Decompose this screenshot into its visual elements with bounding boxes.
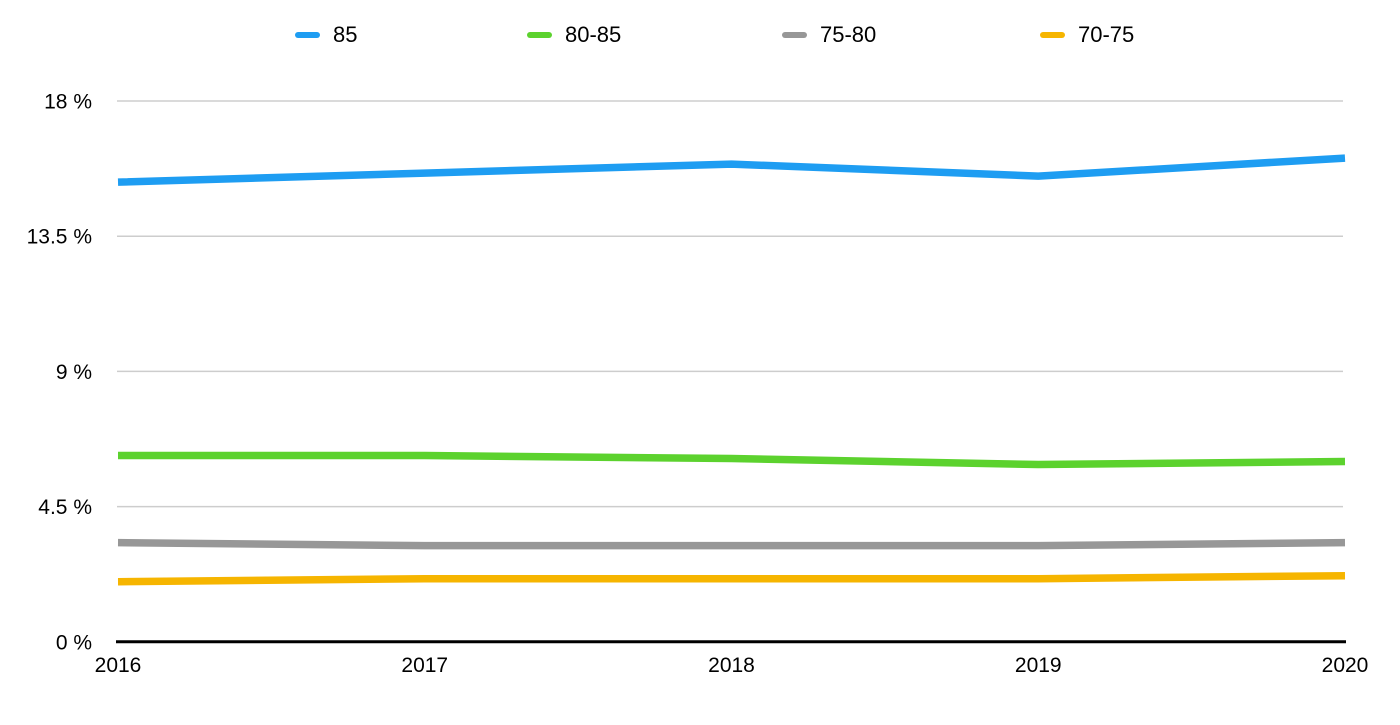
legend-label: 70-75: [1078, 22, 1135, 47]
legend-item-85: 85: [295, 23, 357, 47]
legend-item-75-80: 75-80: [782, 23, 876, 47]
legend-label: 85: [333, 22, 358, 47]
series-line-75-80: [117, 538, 1346, 550]
legend-label: 80-85: [565, 22, 622, 47]
legend-label: 75-80: [820, 22, 877, 47]
x-tick-label: 2018: [708, 654, 755, 677]
series-line-85: [117, 154, 1346, 186]
y-tick-label: 13.5 %: [27, 226, 92, 249]
legend-swatch-icon: [782, 32, 807, 38]
x-tick-label: 2019: [1015, 654, 1062, 677]
legend-item-80-85: 80-85: [527, 23, 621, 47]
y-tick-label: 0 %: [56, 631, 92, 654]
x-tick-label: 2016: [95, 654, 142, 677]
y-tick-label: 9 %: [56, 361, 92, 384]
legend-swatch-icon: [527, 32, 552, 38]
x-tick-label: 2020: [1322, 654, 1369, 677]
series-line-80-85: [118, 451, 1346, 469]
series-line-70-75: [117, 571, 1346, 586]
y-tick-label: 4.5 %: [38, 496, 92, 519]
chart-legend: 85 80-85 75-80 70-75: [0, 0, 1400, 60]
legend-item-70-75: 70-75: [1040, 23, 1134, 47]
y-tick-label: 18 %: [44, 91, 92, 114]
x-tick-label: 2017: [401, 654, 448, 677]
legend-swatch-icon: [1040, 32, 1065, 38]
legend-swatch-icon: [295, 32, 320, 38]
